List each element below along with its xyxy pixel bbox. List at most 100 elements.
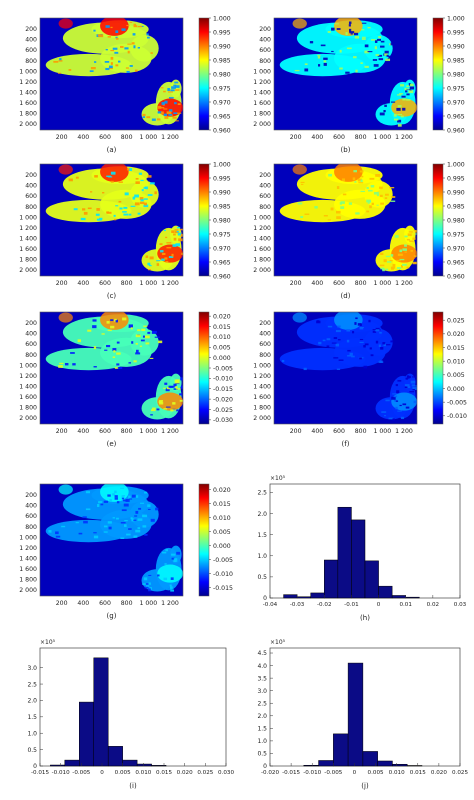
field-speckle bbox=[328, 173, 332, 177]
colorbar-tick-label: 0.985 bbox=[447, 203, 465, 210]
colorbar-tick-label: 0.990 bbox=[213, 189, 231, 196]
field-speckle bbox=[138, 172, 143, 175]
y-tick-label: 1 600 bbox=[253, 394, 271, 401]
field-speckle bbox=[173, 558, 178, 561]
field-speckle bbox=[133, 23, 137, 26]
map-field bbox=[45, 484, 183, 592]
y-tick-label: 1 200 bbox=[253, 225, 271, 232]
field-speckle bbox=[139, 197, 144, 200]
colorbar-tick-label: 0.995 bbox=[213, 175, 231, 182]
colorbar: 0.025 0.020 0.015 0.010 0.005 0.000 -0.005 -0.0… bbox=[432, 311, 467, 425]
map-field bbox=[279, 18, 417, 127]
field-speckle bbox=[335, 343, 340, 347]
field-speckle bbox=[314, 206, 318, 209]
field-speckle bbox=[136, 349, 139, 353]
field-speckle bbox=[128, 213, 132, 216]
field-speckle bbox=[175, 386, 178, 389]
y-tick-label: 1.5 bbox=[257, 726, 267, 733]
x-tick-label: 400 bbox=[311, 428, 323, 435]
field-speckle bbox=[70, 352, 75, 354]
field-speckle bbox=[406, 266, 410, 269]
field-speckle bbox=[134, 202, 140, 206]
field-speckle bbox=[93, 29, 96, 32]
field-speckle bbox=[348, 202, 353, 205]
colorbar-tick-label: 0.980 bbox=[447, 71, 465, 78]
x-tick-label: -0.010 bbox=[303, 770, 321, 776]
field-hotspot bbox=[157, 392, 183, 411]
field-speckle bbox=[128, 168, 133, 172]
field-speckle bbox=[348, 24, 351, 27]
colorbar-tick-label: 0.990 bbox=[447, 189, 465, 196]
field-speckle bbox=[390, 42, 395, 46]
x-tick-label: 200 bbox=[290, 134, 302, 141]
field-speckle bbox=[115, 205, 119, 207]
y-tick-label: 1 400 bbox=[19, 89, 37, 96]
y-tick-label: 400 bbox=[25, 183, 37, 190]
field-speckle bbox=[142, 116, 146, 119]
field-speckle bbox=[110, 319, 114, 322]
y-tick-label: 2.5 bbox=[257, 700, 267, 707]
field-speckle bbox=[145, 583, 151, 585]
y-tick-label: 400 bbox=[259, 37, 271, 44]
colorbar-tick-label: -0.025 bbox=[213, 407, 233, 414]
field-speckle bbox=[395, 400, 399, 402]
field-speckle bbox=[367, 26, 371, 29]
colorbar-gradient bbox=[198, 163, 210, 277]
field-speckle bbox=[359, 327, 364, 330]
x-tick-label: 1 000 bbox=[139, 600, 157, 607]
colorbar-gradient bbox=[432, 163, 444, 277]
y-tick-label: 400 bbox=[259, 331, 271, 338]
field-speckle bbox=[115, 37, 119, 40]
field-speckle bbox=[406, 85, 410, 88]
field-speckle bbox=[105, 25, 110, 28]
field-speckle bbox=[412, 387, 417, 390]
field-speckle bbox=[359, 170, 364, 173]
field-speckle bbox=[179, 393, 183, 396]
field-speckle bbox=[320, 44, 326, 47]
y-tick-label: 3.0 bbox=[27, 665, 37, 672]
field-speckle bbox=[401, 95, 406, 98]
field-speckle bbox=[113, 350, 116, 353]
field-speckle bbox=[392, 263, 396, 267]
field-speckle bbox=[112, 356, 116, 358]
field-speckle bbox=[148, 582, 151, 585]
field-speckle bbox=[133, 535, 138, 538]
x-tick-label: 1 000 bbox=[139, 428, 157, 435]
field-speckle bbox=[374, 46, 377, 50]
field-region bbox=[364, 34, 393, 62]
field-speckle bbox=[177, 103, 181, 105]
field-speckle bbox=[93, 346, 97, 350]
field-speckle bbox=[413, 255, 417, 257]
colorbar-tick-label: 0.975 bbox=[447, 85, 465, 92]
field-speckle bbox=[171, 86, 176, 89]
field-speckle bbox=[334, 23, 339, 25]
field-speckle bbox=[385, 399, 390, 402]
field-speckle bbox=[134, 69, 138, 72]
colorbar-tick-label: 0.010 bbox=[213, 515, 231, 522]
x-tick-label: 800 bbox=[121, 280, 133, 287]
field-speckle bbox=[379, 264, 385, 267]
field-speckle bbox=[402, 98, 406, 101]
y-tick-label: 1 000 bbox=[19, 214, 37, 221]
field-speckle bbox=[380, 40, 385, 43]
field-speckle bbox=[93, 535, 99, 539]
field-hotspot bbox=[100, 18, 129, 36]
y-tick-label: 1 400 bbox=[253, 383, 271, 390]
field-speckle bbox=[359, 357, 362, 360]
field-speckle bbox=[59, 362, 64, 365]
field-speckle bbox=[300, 216, 304, 219]
field-speckle bbox=[163, 408, 168, 410]
y-tick-label: 1 000 bbox=[253, 362, 271, 369]
field-speckle bbox=[123, 206, 128, 209]
field-speckle bbox=[96, 218, 101, 221]
colorbar-tick-label: 0.985 bbox=[213, 57, 231, 64]
field-speckle bbox=[327, 325, 333, 328]
field-speckle bbox=[409, 390, 415, 393]
field-speckle bbox=[145, 585, 150, 588]
field-speckle bbox=[171, 557, 175, 560]
field-speckle bbox=[177, 226, 181, 229]
field-speckle bbox=[390, 101, 396, 103]
map-frame bbox=[39, 311, 184, 425]
field-speckle bbox=[166, 386, 170, 390]
colorbar-tick-label: 0.960 bbox=[447, 127, 465, 134]
